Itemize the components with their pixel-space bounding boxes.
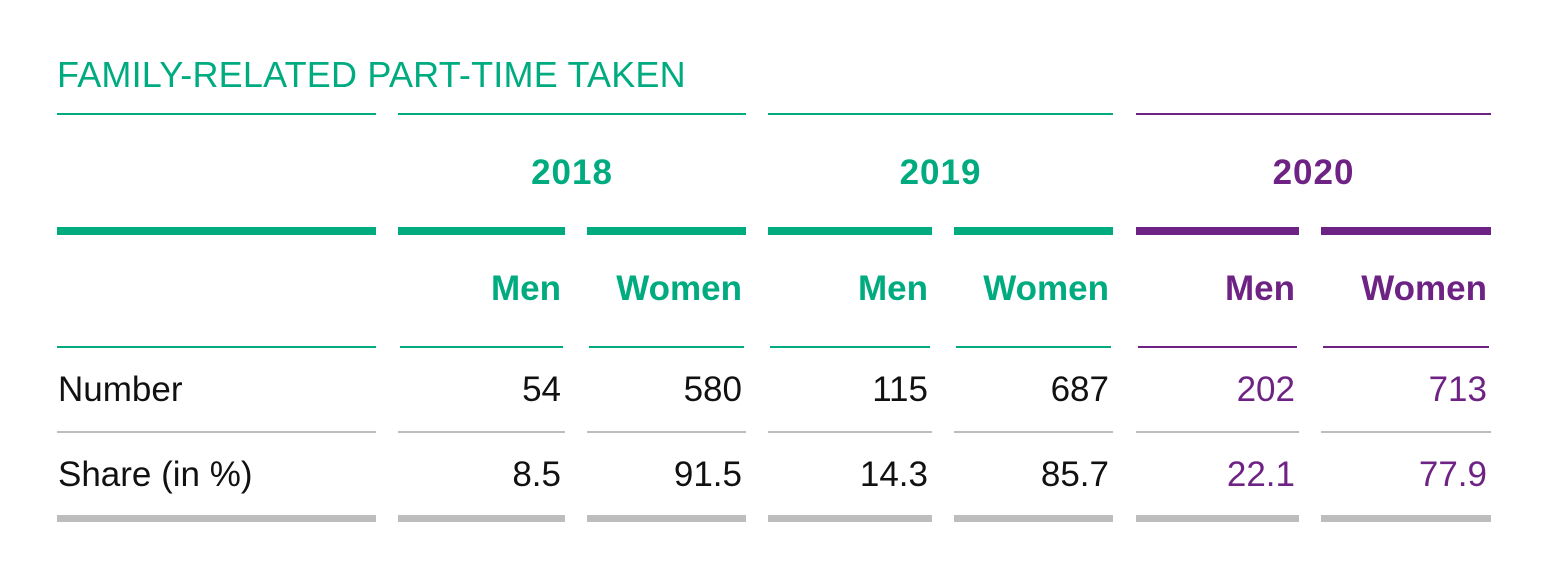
top-rule-year-2020 — [1136, 113, 1491, 115]
row-rule-1-col-4 — [1136, 515, 1299, 522]
gender-header-2020-women: Women — [1361, 269, 1487, 308]
cell-share-in-2018-women: 91.5 — [673, 455, 742, 494]
cell-share-in-2019-women: 85.7 — [1040, 455, 1109, 494]
row-rule-0-col-5 — [1321, 431, 1491, 433]
header-rule-col-3 — [956, 346, 1111, 348]
header-rule-col-4 — [1138, 346, 1297, 348]
cell-number-2018-men: 54 — [522, 370, 561, 409]
row-rule-0-col-0 — [398, 431, 565, 433]
cell-share-in-2020-women: 77.9 — [1418, 455, 1487, 494]
row-rule-label-0 — [57, 431, 376, 433]
cell-share-in-2018-men: 8.5 — [512, 455, 561, 494]
top-rule-year-2018 — [398, 113, 746, 115]
cell-number-2018-women: 580 — [683, 370, 742, 409]
thick-rule-label — [57, 227, 376, 235]
thick-rule-col-5 — [1321, 227, 1491, 235]
top-rule-label — [57, 113, 376, 115]
cell-number-2019-women: 687 — [1050, 370, 1109, 409]
header-rule-label — [57, 346, 376, 348]
cell-number-2020-women: 713 — [1428, 370, 1487, 409]
top-rule-year-2019 — [768, 113, 1113, 115]
row-rule-1-col-2 — [768, 515, 932, 522]
row-rule-1-col-1 — [587, 515, 746, 522]
gender-header-2020-men: Men — [1225, 269, 1295, 308]
header-rule-col-2 — [770, 346, 930, 348]
row-label-share-in: Share (in %) — [58, 455, 253, 494]
year-header-2020: 2020 — [1272, 153, 1355, 192]
row-rule-0-col-3 — [954, 431, 1113, 433]
table-title: FAMILY-RELATED PART-TIME TAKEN — [57, 54, 686, 95]
gender-header-2019-women: Women — [983, 269, 1109, 308]
header-rule-col-5 — [1323, 346, 1489, 348]
row-rule-1-col-5 — [1321, 515, 1491, 522]
thick-rule-col-0 — [398, 227, 565, 235]
cell-share-in-2020-men: 22.1 — [1226, 455, 1295, 494]
thick-rule-col-4 — [1136, 227, 1299, 235]
row-rule-1-col-3 — [954, 515, 1113, 522]
row-rule-0-col-1 — [587, 431, 746, 433]
row-label-number: Number — [58, 370, 183, 409]
row-rule-label-1 — [57, 515, 376, 522]
header-rule-col-0 — [400, 346, 563, 348]
thick-rule-col-1 — [587, 227, 746, 235]
year-header-2018: 2018 — [531, 153, 613, 192]
thick-rule-col-2 — [768, 227, 932, 235]
header-rule-col-1 — [589, 346, 744, 348]
gender-header-2018-men: Men — [491, 269, 561, 308]
row-rule-0-col-2 — [768, 431, 932, 433]
row-rule-1-col-0 — [398, 515, 565, 522]
cell-number-2019-men: 115 — [872, 370, 928, 409]
gender-header-2019-men: Men — [858, 269, 928, 308]
cell-number-2020-men: 202 — [1236, 370, 1295, 409]
row-rule-0-col-4 — [1136, 431, 1299, 433]
gender-header-2018-women: Women — [616, 269, 742, 308]
cell-share-in-2019-men: 14.3 — [859, 455, 928, 494]
year-header-2019: 2019 — [899, 153, 982, 192]
thick-rule-col-3 — [954, 227, 1113, 235]
